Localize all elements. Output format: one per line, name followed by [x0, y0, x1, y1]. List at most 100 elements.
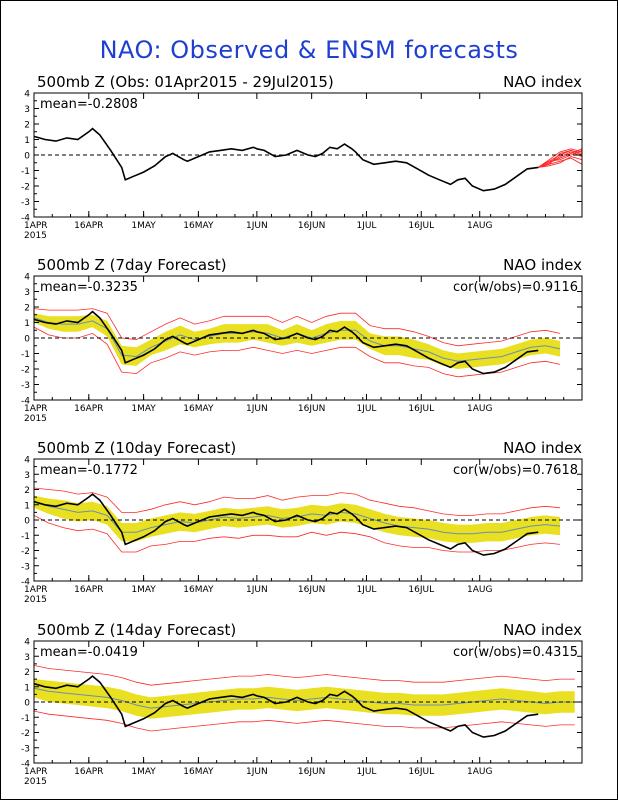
- panel-3-upper-extreme-line: [33, 487, 561, 516]
- panel-3-x-tick-label: 1JUN: [246, 585, 268, 595]
- panel-1-right-label: NAO index: [503, 73, 582, 91]
- panel-2-x-tick-label: 1MAY: [131, 404, 156, 414]
- panel-2-x-tick-label: 16MAY: [183, 404, 214, 414]
- panel-4-x-tick-label: 16JUL: [408, 767, 434, 777]
- panel-3-x-tick-label: 1AUG: [467, 585, 492, 595]
- panel-1-y-tick-label: 1: [24, 136, 30, 146]
- panel-2-y-tick-label: -3: [21, 381, 30, 391]
- panel-3-y-tick-label: 1: [24, 501, 30, 511]
- figure-title: NAO: Observed & ENSM forecasts: [99, 36, 519, 64]
- panel-3-mean-label: mean=-0.1772: [40, 463, 138, 478]
- panel-1-y-tick-label: 4: [24, 90, 30, 100]
- panel-3-x-tick-label: 16MAY: [183, 585, 214, 595]
- panel-1-ensemble-member-4: [537, 148, 583, 168]
- panel-3-x-year-label: 2015: [24, 595, 47, 605]
- panel-2-right-label: NAO index: [503, 256, 582, 274]
- panel-4-y-tick-label: -4: [21, 760, 30, 770]
- panel-1-x-tick-label: 1APR: [24, 221, 48, 231]
- panel-2-y-tick-label: 0: [24, 335, 30, 345]
- panel-2-mean-label: mean=-0.3235: [40, 280, 138, 295]
- panel-3-y-tick-label: -4: [21, 578, 30, 588]
- panel-1-y-tick-label: 2: [24, 121, 30, 131]
- panel-2-cor-label: cor(w/obs)=0.9116: [453, 280, 578, 295]
- panel-3-y-tick-label: -1: [21, 532, 30, 542]
- panel-4-y-tick-label: 0: [24, 699, 30, 709]
- panel-2-x-tick-label: 1JUN: [246, 404, 268, 414]
- panel-2-y-tick-label: -1: [21, 350, 30, 360]
- panel-2-y-tick-label: 1: [24, 319, 30, 329]
- panel-3-x-tick-label: 1MAY: [131, 585, 156, 595]
- panel-2-x-year-label: 2015: [24, 414, 47, 424]
- panel-3-observed-line: [33, 493, 539, 556]
- panel-2-x-tick-label: 1APR: [24, 404, 48, 414]
- panel-1-ensemble-member-5: [538, 156, 583, 168]
- panel-3-y-tick-label: 2: [24, 486, 30, 496]
- panel-4-y-tick-label: 2: [24, 668, 30, 678]
- panel-3-title: 500mb Z (10day Forecast): [37, 439, 236, 457]
- panel-1-x-tick-label: 1JUN: [246, 221, 268, 231]
- panel-3-x-tick-label: 16APR: [74, 585, 103, 595]
- panel-1-x-tick-label: 1JUL: [356, 221, 376, 231]
- panel-2-x-tick-label: 16APR: [74, 404, 103, 414]
- panel-1-mean-label: mean=-0.2808: [40, 97, 138, 112]
- panel-4-x-tick-label: 1AUG: [467, 767, 492, 777]
- panel-3-y-tick-label: 4: [24, 456, 30, 466]
- panel-2-y-tick-label: 2: [24, 304, 30, 314]
- panel-1-y-tick-label: 3: [24, 105, 30, 115]
- panel-1-x-tick-label: 16JUL: [408, 221, 434, 231]
- panel-4-x-tick-label: 1JUN: [246, 767, 268, 777]
- panel-3-x-tick-label: 16JUL: [408, 585, 434, 595]
- panel-4-cor-label: cor(w/obs)=0.4315: [453, 645, 578, 660]
- panel-2-x-tick-label: 16JUL: [408, 404, 434, 414]
- panel-2-x-tick-label: 16JUN: [298, 404, 325, 414]
- panel-2-y-tick-label: -4: [21, 397, 30, 407]
- panel-1-ensemble-member-8: [538, 149, 583, 168]
- panel-2-spread-band: [34, 313, 561, 369]
- panel-3-x-tick-label: 1JUL: [356, 585, 376, 595]
- panel-2-y-tick-label: -2: [21, 366, 30, 376]
- panel-4-x-tick-label: 1JUL: [356, 767, 376, 777]
- panel-3-y-tick-label: -2: [21, 547, 30, 557]
- panel-1-x-tick-label: 1AUG: [467, 221, 492, 231]
- panel-3-lower-extreme-line: [33, 515, 561, 553]
- panel-3-right-label: NAO index: [503, 439, 582, 457]
- panel-3-y-tick-label: 0: [24, 517, 30, 527]
- panel-2-y-tick-label: 4: [24, 273, 30, 283]
- panel-3-x-tick-label: 16JUN: [298, 585, 325, 595]
- panel-1-x-tick-label: 16APR: [74, 221, 103, 231]
- panel-4-y-tick-label: -1: [21, 714, 30, 724]
- panel-4-y-tick-label: 3: [24, 653, 30, 663]
- panel-2-observed-line: [33, 310, 539, 375]
- panel-2-lower-extreme-line: [33, 326, 561, 378]
- panel-1-x-tick-label: 16MAY: [183, 221, 214, 231]
- panel-4-x-tick-label: 16MAY: [183, 767, 214, 777]
- panel-1-observed-line: [33, 127, 539, 192]
- panel-4-y-tick-label: -3: [21, 744, 30, 754]
- panel-4-title: 500mb Z (14day Forecast): [37, 621, 236, 639]
- panel-1-ensemble-member-7: [537, 149, 583, 168]
- panel-1-y-tick-label: -1: [21, 167, 30, 177]
- panel-1-x-tick-label: 16JUN: [298, 221, 325, 231]
- panel-4-lower-extreme-line: [33, 710, 575, 732]
- panel-4-mean-label: mean=-0.0419: [40, 645, 138, 660]
- panel-3-y-tick-label: -3: [21, 562, 30, 572]
- panel-1-y-tick-label: -2: [21, 183, 30, 193]
- panel-1-x-year-label: 2015: [24, 231, 47, 241]
- panel-4-spread-band: [34, 679, 575, 719]
- panel-4-x-year-label: 2015: [24, 777, 47, 787]
- panel-2-y-tick-label: 3: [24, 288, 30, 298]
- panel-4-x-tick-label: 1APR: [24, 767, 48, 777]
- panel-4-right-label: NAO index: [503, 621, 582, 639]
- panel-3-x-tick-label: 1APR: [24, 585, 48, 595]
- panel-2-title: 500mb Z (7day Forecast): [37, 256, 227, 274]
- panel-2-x-tick-label: 1AUG: [467, 404, 492, 414]
- panel-4-x-tick-label: 1MAY: [131, 767, 156, 777]
- panel-2-x-tick-label: 1JUL: [356, 404, 376, 414]
- panel-4-y-tick-label: 1: [24, 683, 30, 693]
- panel-3-spread-band: [34, 495, 561, 543]
- panel-4-upper-extreme-line: [33, 665, 575, 686]
- panel-4-x-tick-label: 16APR: [74, 767, 103, 777]
- panel-1-title: 500mb Z (Obs: 01Apr2015 - 29Jul2015): [37, 73, 334, 91]
- panel-4-y-tick-label: -2: [21, 729, 30, 739]
